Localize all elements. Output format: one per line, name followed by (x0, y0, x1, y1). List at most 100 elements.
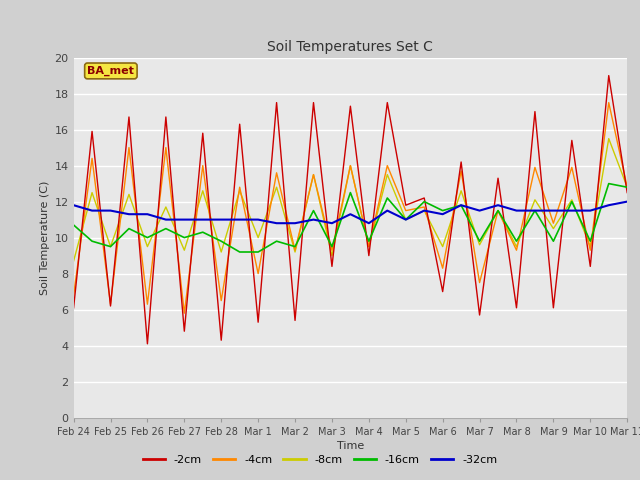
-8cm (365, 244, 372, 250)
-2cm (347, 103, 355, 109)
-16cm (310, 208, 317, 214)
-16cm (291, 244, 299, 250)
-4cm (273, 170, 280, 176)
-16cm (347, 190, 355, 195)
-32cm (420, 208, 428, 214)
-8cm (623, 184, 631, 190)
-4cm (218, 298, 225, 303)
-32cm (513, 208, 520, 214)
-4cm (125, 145, 133, 151)
-4cm (402, 208, 410, 214)
-8cm (70, 258, 77, 264)
-2cm (199, 130, 207, 136)
Line: -32cm: -32cm (74, 202, 627, 223)
Line: -4cm: -4cm (74, 103, 627, 313)
-4cm (347, 163, 355, 168)
-8cm (236, 188, 244, 194)
-4cm (586, 247, 594, 253)
Legend: -2cm, -4cm, -8cm, -16cm, -32cm: -2cm, -4cm, -8cm, -16cm, -32cm (138, 451, 502, 469)
-2cm (125, 114, 133, 120)
-4cm (180, 310, 188, 316)
X-axis label: Time: Time (337, 441, 364, 451)
-2cm (513, 305, 520, 311)
-4cm (623, 184, 631, 190)
-8cm (568, 197, 576, 203)
-32cm (383, 208, 391, 214)
-2cm (273, 100, 280, 106)
Title: Soil Temperatures Set C: Soil Temperatures Set C (268, 40, 433, 54)
-8cm (125, 192, 133, 197)
-4cm (531, 165, 539, 170)
-8cm (273, 184, 280, 190)
-4cm (513, 247, 520, 253)
-8cm (531, 197, 539, 203)
-32cm (236, 217, 244, 223)
-8cm (328, 252, 336, 258)
-32cm (143, 211, 151, 217)
-4cm (550, 220, 557, 226)
-2cm (365, 252, 372, 258)
-16cm (623, 184, 631, 190)
Text: BA_met: BA_met (88, 66, 134, 76)
-32cm (494, 203, 502, 208)
-2cm (531, 109, 539, 115)
-32cm (586, 208, 594, 214)
-32cm (568, 208, 576, 214)
-8cm (218, 249, 225, 255)
-32cm (310, 217, 317, 223)
-32cm (457, 203, 465, 208)
-4cm (143, 301, 151, 307)
-4cm (70, 292, 77, 298)
-8cm (476, 242, 483, 248)
-8cm (254, 235, 262, 240)
-2cm (254, 319, 262, 325)
-16cm (494, 208, 502, 214)
-32cm (254, 217, 262, 223)
-2cm (310, 100, 317, 106)
Line: -16cm: -16cm (74, 184, 627, 252)
-32cm (199, 217, 207, 223)
-16cm (605, 181, 612, 187)
-2cm (291, 318, 299, 324)
-4cm (162, 145, 170, 151)
-2cm (383, 100, 391, 106)
-16cm (439, 208, 447, 214)
-16cm (476, 239, 483, 244)
-2cm (420, 195, 428, 201)
-2cm (402, 203, 410, 208)
-8cm (107, 244, 115, 250)
-4cm (107, 301, 115, 307)
-8cm (347, 163, 355, 168)
-32cm (531, 208, 539, 214)
-16cm (457, 203, 465, 208)
-4cm (328, 247, 336, 253)
-4cm (568, 165, 576, 170)
-32cm (125, 211, 133, 217)
-16cm (420, 199, 428, 204)
-16cm (199, 229, 207, 235)
-2cm (162, 114, 170, 120)
-16cm (254, 249, 262, 255)
-8cm (513, 244, 520, 250)
-4cm (291, 247, 299, 253)
-32cm (605, 203, 612, 208)
-4cm (439, 265, 447, 271)
-2cm (218, 337, 225, 343)
-4cm (383, 163, 391, 168)
-2cm (328, 264, 336, 269)
-16cm (88, 239, 96, 244)
-32cm (347, 211, 355, 217)
-8cm (310, 172, 317, 178)
-4cm (254, 271, 262, 276)
-8cm (143, 244, 151, 250)
-4cm (365, 244, 372, 250)
-16cm (273, 239, 280, 244)
Line: -8cm: -8cm (74, 139, 627, 261)
-16cm (513, 239, 520, 244)
-2cm (107, 303, 115, 309)
-4cm (476, 280, 483, 286)
-8cm (383, 172, 391, 178)
-2cm (143, 341, 151, 347)
-16cm (236, 249, 244, 255)
-32cm (88, 208, 96, 214)
